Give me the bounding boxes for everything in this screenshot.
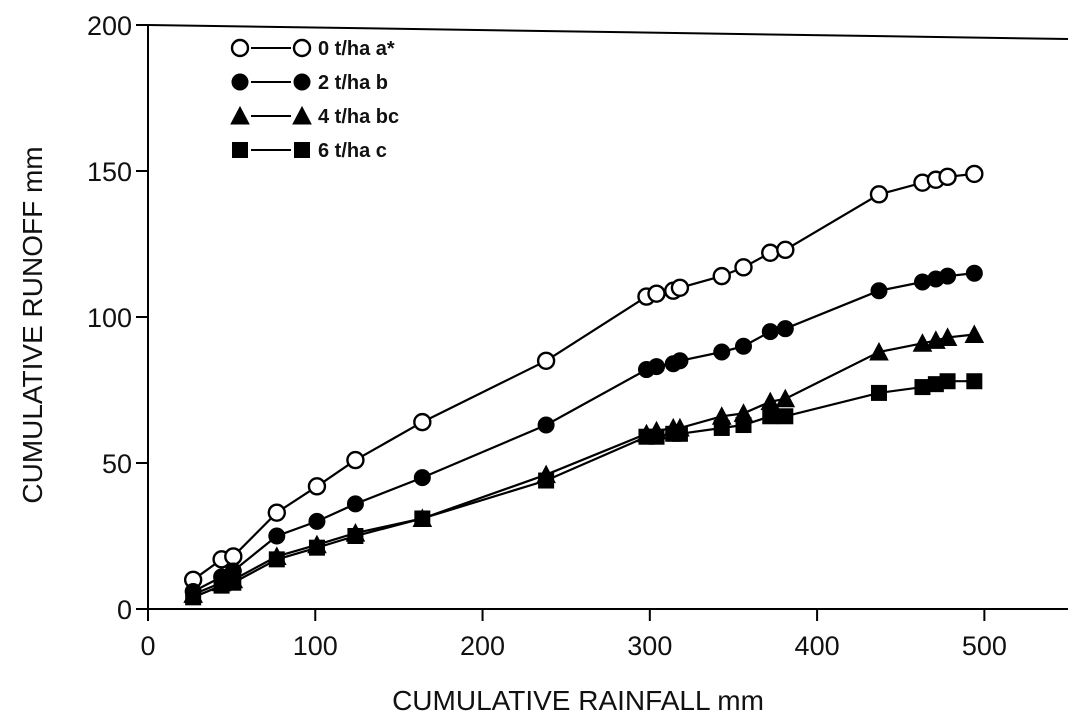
data-point bbox=[647, 284, 666, 303]
data-point bbox=[966, 373, 983, 390]
data-point bbox=[308, 539, 325, 556]
data-point bbox=[734, 258, 753, 277]
legend-item: 4 t/ha bc bbox=[230, 105, 399, 128]
legend-label: 2 t/ha b bbox=[318, 72, 388, 94]
y-tick-label: 150 bbox=[87, 157, 132, 187]
data-point bbox=[762, 408, 779, 425]
data-point bbox=[308, 512, 326, 530]
data-point bbox=[538, 472, 555, 489]
data-point bbox=[414, 510, 431, 527]
data-point bbox=[713, 419, 730, 436]
legend-marker bbox=[292, 105, 312, 125]
data-point bbox=[225, 574, 242, 591]
data-point bbox=[939, 267, 957, 285]
y-tick-label: 0 bbox=[117, 595, 132, 625]
data-point bbox=[776, 240, 795, 260]
y-tick-label: 200 bbox=[87, 11, 132, 41]
data-point bbox=[870, 282, 888, 300]
data-point bbox=[938, 167, 957, 187]
x-tick-label: 0 bbox=[140, 631, 155, 661]
data-point bbox=[965, 164, 984, 184]
data-point bbox=[347, 528, 364, 544]
data-point bbox=[413, 412, 432, 432]
x-tick-label: 300 bbox=[627, 631, 672, 661]
y-tick-label: 50 bbox=[102, 449, 132, 479]
legend: 0 t/ha a* 2 t/ha b 4 t/ha bc 6 t/ha c bbox=[230, 38, 399, 162]
legend-marker bbox=[230, 105, 250, 125]
x-tick-label: 100 bbox=[293, 631, 338, 661]
data-point bbox=[268, 551, 285, 568]
legend-marker bbox=[230, 38, 250, 58]
series-open-circle bbox=[183, 164, 984, 589]
legend-item: 6 t/ha c bbox=[232, 140, 387, 162]
data-point bbox=[869, 185, 889, 204]
data-point bbox=[671, 352, 689, 370]
legend-item: 0 t/ha a* bbox=[230, 38, 395, 60]
legend-item: 2 t/ha b bbox=[231, 72, 388, 94]
legend-marker bbox=[232, 142, 248, 158]
data-point bbox=[670, 278, 690, 297]
legend-label: 0 t/ha a* bbox=[318, 38, 395, 60]
x-tick-label: 500 bbox=[962, 631, 1007, 661]
data-point bbox=[735, 417, 752, 434]
data-point bbox=[870, 384, 887, 401]
legend-marker bbox=[292, 38, 312, 58]
series-filled-square bbox=[185, 373, 983, 606]
legend-label: 6 t/ha c bbox=[318, 140, 387, 162]
data-point bbox=[734, 337, 752, 355]
data-point bbox=[307, 477, 327, 496]
y-tick-label: 100 bbox=[87, 303, 132, 333]
legend-label: 4 t/ha bc bbox=[318, 106, 399, 128]
series-filled-circle bbox=[184, 264, 983, 600]
top-border-line bbox=[147, 24, 1069, 40]
data-point bbox=[267, 503, 286, 522]
data-point bbox=[964, 324, 985, 344]
x-tick-label: 200 bbox=[460, 631, 505, 661]
legend-marker bbox=[231, 73, 249, 91]
data-point bbox=[914, 379, 931, 396]
data-point bbox=[712, 266, 731, 286]
data-point bbox=[346, 495, 364, 513]
legend-marker bbox=[293, 73, 311, 91]
data-point bbox=[937, 327, 958, 346]
data-point bbox=[713, 343, 731, 361]
x-axis-title: CUMULATIVE RAINFALL mm bbox=[392, 685, 764, 716]
x-tick-label: 400 bbox=[795, 631, 840, 661]
data-point bbox=[775, 388, 796, 408]
data-point bbox=[648, 428, 665, 445]
data-point bbox=[777, 408, 794, 425]
data-point bbox=[869, 341, 889, 361]
data-point bbox=[912, 333, 933, 352]
series-layer bbox=[183, 164, 985, 606]
data-point bbox=[761, 323, 779, 341]
data-point bbox=[346, 450, 365, 470]
data-point bbox=[761, 243, 780, 262]
data-point bbox=[648, 358, 666, 376]
data-point bbox=[536, 351, 556, 370]
legend-marker bbox=[294, 142, 310, 158]
data-point bbox=[268, 527, 286, 545]
data-point bbox=[965, 264, 983, 282]
data-point bbox=[185, 589, 202, 606]
y-axis-title: CUMULATIVE RUNOFF mm bbox=[17, 146, 48, 503]
data-point bbox=[776, 320, 794, 338]
data-point bbox=[224, 547, 243, 566]
data-point bbox=[413, 469, 431, 487]
axes-layer: 0 50 100 150 200 0 100 200 300 400 500 bbox=[87, 11, 1069, 661]
data-point bbox=[939, 373, 956, 390]
data-point bbox=[537, 416, 555, 434]
data-point bbox=[671, 425, 688, 442]
